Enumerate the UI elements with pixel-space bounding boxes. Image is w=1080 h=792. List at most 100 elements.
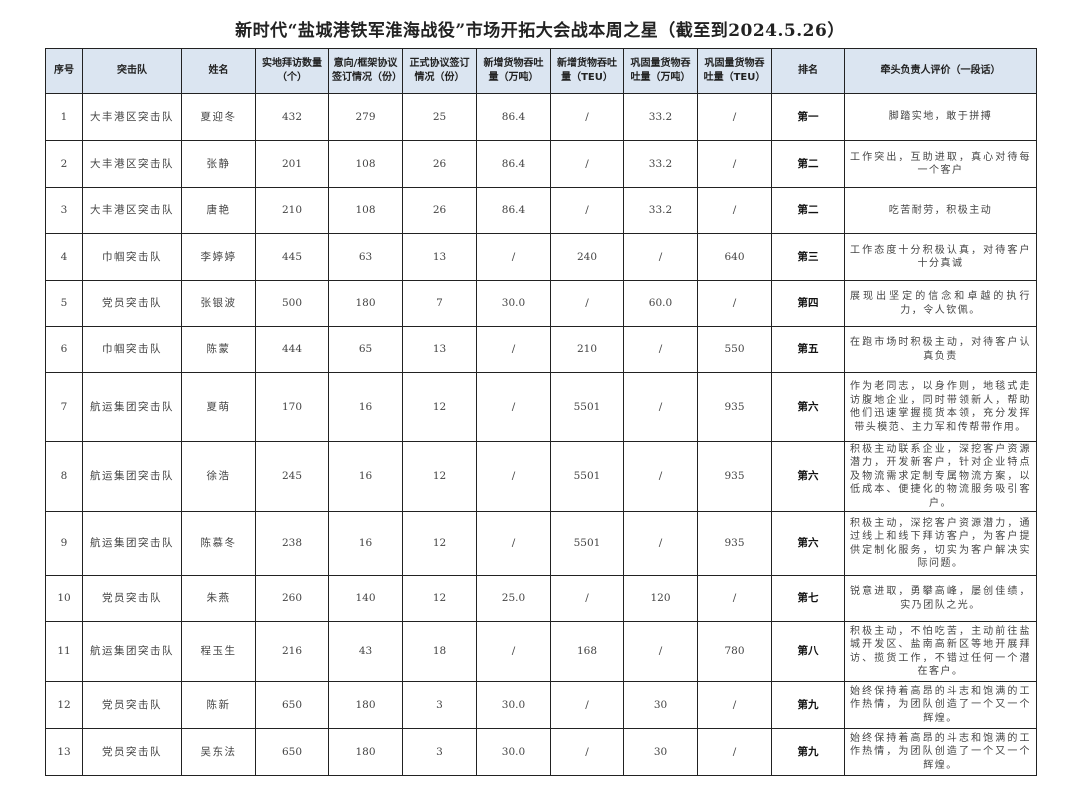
intent-cell: 108 bbox=[328, 187, 403, 234]
visits-cell: 238 bbox=[255, 511, 329, 576]
team-cell: 航运集团突击队 bbox=[82, 621, 182, 682]
rank-cell: 第四 bbox=[771, 280, 845, 327]
new-teu-cell: / bbox=[550, 681, 624, 729]
kept-teu-cell: 935 bbox=[697, 511, 772, 576]
evaluation-cell: 工作突出，互助进取，真心对待每一个客户 bbox=[844, 140, 1037, 188]
name-cell: 夏萌 bbox=[181, 372, 256, 442]
new-tons-cell: 86.4 bbox=[476, 93, 551, 141]
formal-cell: 12 bbox=[402, 511, 477, 576]
name-cell: 唐艳 bbox=[181, 187, 256, 234]
kept-tons-cell: 33.2 bbox=[623, 140, 698, 188]
new-tons-cell: / bbox=[476, 372, 551, 442]
new-teu-cell: / bbox=[550, 187, 624, 234]
header-col-team: 突击队 bbox=[82, 48, 182, 94]
kept-tons-cell: / bbox=[623, 621, 698, 682]
team-cell: 大丰港区突击队 bbox=[82, 187, 182, 234]
header-col-new-throughput-teu: 新增货物吞吐量（TEU） bbox=[550, 48, 624, 94]
kept-teu-cell: 780 bbox=[697, 621, 772, 682]
header-col-kept-throughput-teu: 巩固量货物吞吐量（TEU） bbox=[697, 48, 772, 94]
team-cell: 党员突击队 bbox=[82, 280, 182, 327]
table-row: 13 党员突击队 吴东法 650 180 3 30.0/30/第九 始终保持着高昂的斗志和饱满… bbox=[45, 728, 1037, 776]
index-cell: 13 bbox=[45, 728, 83, 776]
formal-cell: 18 bbox=[402, 621, 477, 682]
new-tons-cell: / bbox=[476, 326, 551, 373]
formal-cell: 12 bbox=[402, 575, 477, 622]
visits-cell: 210 bbox=[255, 187, 329, 234]
visits-cell: 500 bbox=[255, 280, 329, 327]
visits-cell: 650 bbox=[255, 728, 329, 776]
kept-tons-cell: 33.2 bbox=[623, 93, 698, 141]
intent-cell: 180 bbox=[328, 280, 403, 327]
intent-cell: 43 bbox=[328, 621, 403, 682]
header-col-name: 姓名 bbox=[181, 48, 256, 94]
new-teu-cell: 5501 bbox=[550, 372, 624, 442]
new-teu-cell: 240 bbox=[550, 233, 624, 281]
header-col-rank: 排名 bbox=[771, 48, 845, 94]
table-row: 10 党员突击队 朱燕 260 140 12 25.0/120/第七 锐意进取，勇攀高峰，屡创… bbox=[45, 575, 1037, 622]
table-row: 5 党员突击队 张银波 500 180 7 30.0/60.0/第四 展现出坚定的信念和卓越的… bbox=[45, 280, 1037, 327]
index-cell: 11 bbox=[45, 621, 83, 682]
rank-cell: 第九 bbox=[771, 728, 845, 776]
formal-cell: 3 bbox=[402, 681, 477, 729]
name-cell: 朱燕 bbox=[181, 575, 256, 622]
index-cell: 9 bbox=[45, 511, 83, 576]
visits-cell: 445 bbox=[255, 233, 329, 281]
intent-cell: 65 bbox=[328, 326, 403, 373]
rank-cell: 第七 bbox=[771, 575, 845, 622]
rank-cell: 第九 bbox=[771, 681, 845, 729]
intent-cell: 16 bbox=[328, 511, 403, 576]
new-tons-cell: / bbox=[476, 233, 551, 281]
index-cell: 5 bbox=[45, 280, 83, 327]
new-teu-cell: / bbox=[550, 280, 624, 327]
table-row: 8 航运集团突击队 徐浩 245 16 12/5501/935 第六 积极主动联系企业，深挖客… bbox=[45, 441, 1037, 512]
table-row: 12 党员突击队 陈新 650 180 3 30.0/30/第九 始终保持着高昂的斗志和饱满的… bbox=[45, 681, 1037, 729]
name-cell: 张银波 bbox=[181, 280, 256, 327]
intent-cell: 180 bbox=[328, 681, 403, 729]
name-cell: 徐浩 bbox=[181, 441, 256, 512]
evaluation-cell: 脚踏实地，敢于拼搏 bbox=[844, 93, 1037, 141]
intent-cell: 16 bbox=[328, 441, 403, 512]
visits-cell: 245 bbox=[255, 441, 329, 512]
kept-tons-cell: / bbox=[623, 511, 698, 576]
table-row: 2 大丰港区突击队 张静 201 108 26 86.4/33.2/第二 工作突出，互助进取，… bbox=[45, 140, 1037, 188]
kept-teu-cell: / bbox=[697, 728, 772, 776]
visits-cell: 170 bbox=[255, 372, 329, 442]
intent-cell: 140 bbox=[328, 575, 403, 622]
kept-tons-cell: 33.2 bbox=[623, 187, 698, 234]
intent-cell: 63 bbox=[328, 233, 403, 281]
new-teu-cell: / bbox=[550, 140, 624, 188]
evaluation-cell: 锐意进取，勇攀高峰，屡创佳绩，实乃团队之光。 bbox=[844, 575, 1037, 622]
kept-tons-cell: 60.0 bbox=[623, 280, 698, 327]
name-cell: 夏迎冬 bbox=[181, 93, 256, 141]
kept-tons-cell: 30 bbox=[623, 728, 698, 776]
new-tons-cell: 30.0 bbox=[476, 280, 551, 327]
evaluation-cell: 展现出坚定的信念和卓越的执行力，令人钦佩。 bbox=[844, 280, 1037, 327]
rank-cell: 第六 bbox=[771, 441, 845, 512]
new-tons-cell: 86.4 bbox=[476, 140, 551, 188]
new-teu-cell: / bbox=[550, 93, 624, 141]
evaluation-cell: 作为老同志，以身作则，地毯式走访腹地企业，同时带领新人，帮助他们迅速掌握揽货本领… bbox=[844, 372, 1037, 442]
kept-tons-cell: 30 bbox=[623, 681, 698, 729]
kept-teu-cell: / bbox=[697, 280, 772, 327]
new-tons-cell: 30.0 bbox=[476, 728, 551, 776]
evaluation-cell: 始终保持着高昂的斗志和饱满的工作热情，为团队创造了一个又一个辉煌。 bbox=[844, 728, 1037, 776]
formal-cell: 12 bbox=[402, 441, 477, 512]
team-cell: 党员突击队 bbox=[82, 681, 182, 729]
new-teu-cell: 5501 bbox=[550, 511, 624, 576]
team-cell: 党员突击队 bbox=[82, 728, 182, 776]
team-cell: 航运集团突击队 bbox=[82, 372, 182, 442]
visits-cell: 260 bbox=[255, 575, 329, 622]
new-tons-cell: / bbox=[476, 621, 551, 682]
table-row: 1 大丰港区突击队 夏迎冬 432 279 25 86.4/33.2/第一 脚踏实地，敢于拼搏 bbox=[45, 93, 1037, 141]
evaluation-cell: 工作态度十分积极认真，对待客户十分真诚 bbox=[844, 233, 1037, 281]
index-cell: 6 bbox=[45, 326, 83, 373]
evaluation-cell: 在跑市场时积极主动，对待客户认真负责 bbox=[844, 326, 1037, 373]
name-cell: 程玉生 bbox=[181, 621, 256, 682]
header-col-index: 序号 bbox=[45, 48, 83, 94]
intent-cell: 108 bbox=[328, 140, 403, 188]
index-cell: 7 bbox=[45, 372, 83, 442]
rank-cell: 第六 bbox=[771, 511, 845, 576]
rank-cell: 第五 bbox=[771, 326, 845, 373]
index-cell: 2 bbox=[45, 140, 83, 188]
visits-cell: 444 bbox=[255, 326, 329, 373]
